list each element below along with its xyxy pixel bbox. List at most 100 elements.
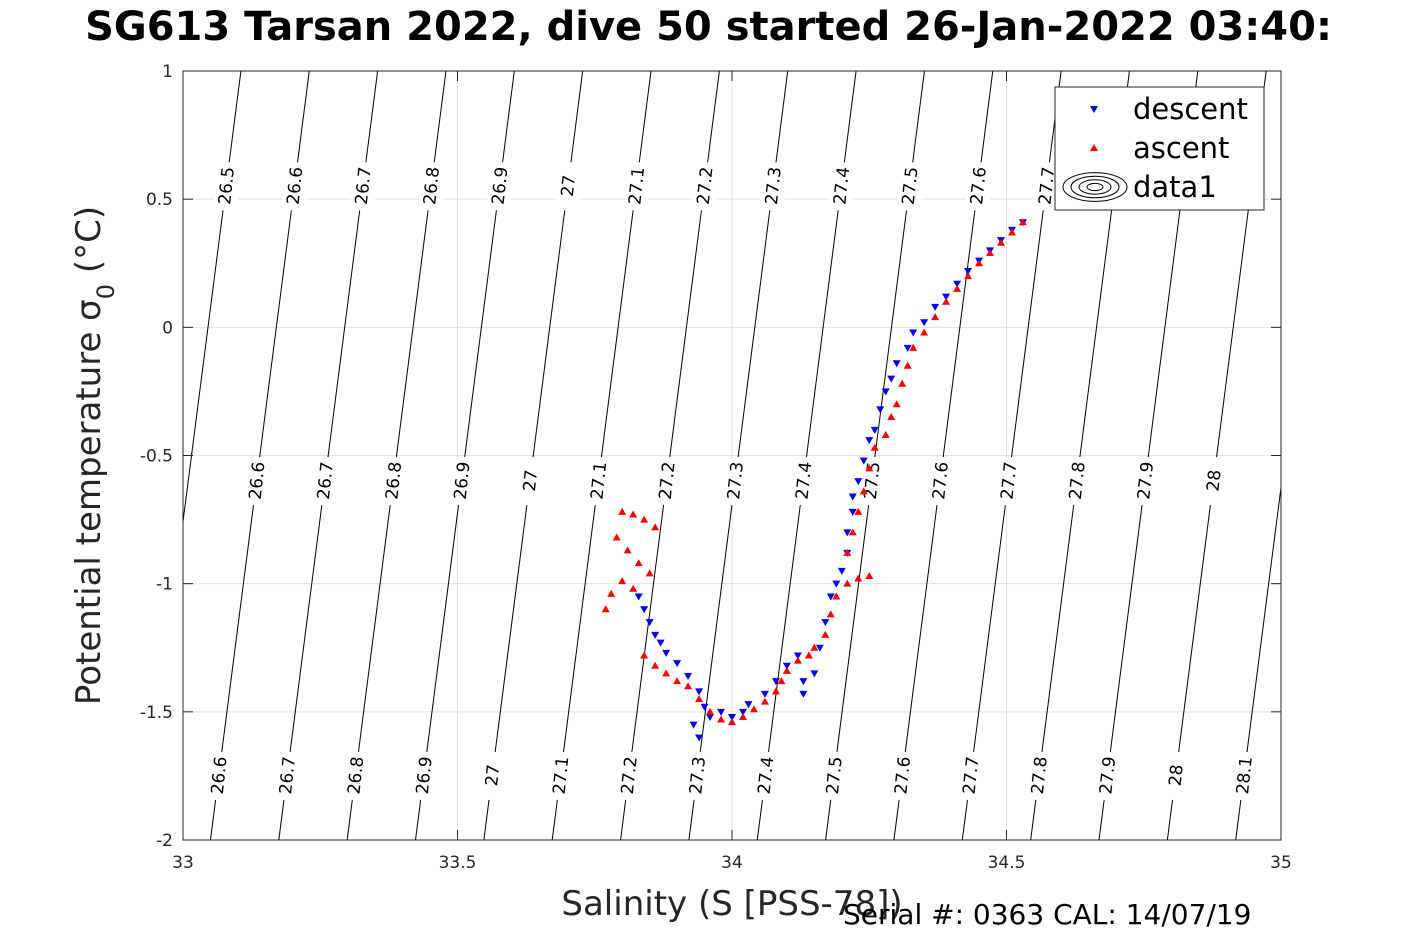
contour-label: 26.9 (451, 461, 475, 501)
x-tick-label: 35 (1270, 853, 1292, 873)
y-tick-label: -1 (156, 575, 173, 595)
contour-label: 26.8 (382, 461, 406, 501)
descent-point (964, 267, 973, 275)
descent-point (793, 652, 802, 660)
descent-point (821, 619, 830, 627)
descent-point (854, 478, 863, 486)
ascent-point (749, 705, 758, 713)
ascent-point (728, 718, 736, 726)
ascent-point (859, 487, 868, 495)
ascent-point (618, 577, 627, 585)
contour-label-bg (206, 751, 231, 800)
contour-label-bg (548, 751, 573, 800)
descent-point (903, 344, 912, 352)
ascent-point (826, 610, 835, 618)
contour-label-bg (1231, 751, 1256, 800)
contour-label-bg (312, 457, 337, 506)
contour-label: 28 (1203, 469, 1225, 493)
contour-label: 27.4 (792, 461, 816, 501)
contour-label: 27.2 (618, 756, 642, 796)
y-tick-label: -1.5 (140, 703, 173, 723)
ascent-point (832, 592, 841, 600)
ascent-point (942, 297, 951, 305)
ascent-point (1018, 218, 1027, 226)
contour-label-bg (624, 162, 649, 211)
descent-point (645, 619, 654, 627)
ascent-point (601, 605, 610, 613)
contour-label: 27.4 (755, 756, 779, 796)
contour-label: 26.6 (246, 461, 270, 501)
descent-point (651, 631, 660, 639)
contour-label-bg (1133, 457, 1158, 506)
contour-label-bg (760, 162, 785, 211)
y-tick-label: 0 (162, 318, 173, 338)
x-tick-label: 33.5 (439, 853, 477, 873)
contour-label-bg (343, 751, 368, 800)
contour-label-bg (282, 162, 307, 211)
contour-label: 27.8 (1028, 756, 1052, 796)
ascent-point (782, 666, 791, 674)
descent-point (848, 508, 857, 516)
descent-point (744, 701, 753, 709)
ascent-point (618, 507, 627, 515)
contour-label-bg (1026, 751, 1051, 800)
descent-legend-marker (1090, 106, 1098, 113)
descent-point (799, 690, 808, 698)
data-points (601, 218, 1027, 742)
descent-point (695, 734, 704, 742)
contour-legend-marker (1070, 175, 1120, 199)
legend-entry-descent: descent (1133, 92, 1248, 126)
contour-label: 27.5 (899, 166, 923, 206)
contour-label-bg (928, 457, 953, 506)
contour-label: 26.7 (276, 756, 300, 796)
contour-label: 27 (558, 174, 580, 198)
contour-label-bg (411, 751, 436, 800)
legend-entry-data1: data1 (1133, 170, 1217, 204)
contour-label-bg (1064, 457, 1089, 506)
descent-point (771, 678, 780, 686)
contour-label: 27.7 (960, 756, 984, 796)
descent-point (876, 406, 885, 414)
descent-point (695, 688, 704, 696)
ascent-point (975, 259, 984, 267)
descent-point (760, 690, 769, 698)
descent-point (953, 280, 962, 288)
ascent-point (881, 430, 890, 438)
ascent-point (645, 569, 654, 577)
contour-label-bg (897, 162, 922, 211)
contour-label-bg (1095, 751, 1120, 800)
contour-legend-marker (1062, 172, 1128, 202)
density-contours: 26.5 26.6 26.7 26.8 26.9 27 27.1 27.2 27.3 27.4 27… (182, 70, 1282, 841)
ascent-point (931, 313, 940, 321)
contour-label-bg (381, 457, 406, 506)
contour-label-bg (890, 751, 915, 800)
ascent-point (854, 574, 863, 582)
descent-point (920, 319, 929, 327)
contour-label: 28.1 (1233, 756, 1257, 796)
contour-label-bg (419, 162, 444, 211)
ascent-point (738, 712, 747, 720)
x-tick-label: 33 (172, 853, 194, 873)
ascent-point (717, 715, 726, 723)
descent-point (865, 437, 874, 445)
ascent-point (695, 695, 704, 703)
x-axis-label: Salinity (S [PSS-78]) (561, 884, 902, 924)
contour-label-bg (692, 162, 717, 211)
contour-label: 26.9 (489, 166, 513, 206)
contour-label-bg (616, 751, 641, 800)
ascent-point (623, 546, 632, 554)
descent-point (656, 639, 665, 647)
contour-label: 26.8 (344, 756, 368, 796)
y-tick-label: -0.5 (140, 447, 173, 467)
contour-label-bg (1034, 162, 1059, 211)
descent-point (881, 388, 890, 396)
ascent-point (909, 343, 918, 351)
contour-label-bg (821, 751, 846, 800)
contour-label: 28 (1166, 764, 1188, 788)
ascent-point (777, 677, 786, 685)
descent-point (892, 360, 901, 368)
contour-label: 26.6 (208, 756, 232, 796)
ascent-point (848, 528, 857, 536)
contour-legend-marker (1078, 179, 1112, 195)
